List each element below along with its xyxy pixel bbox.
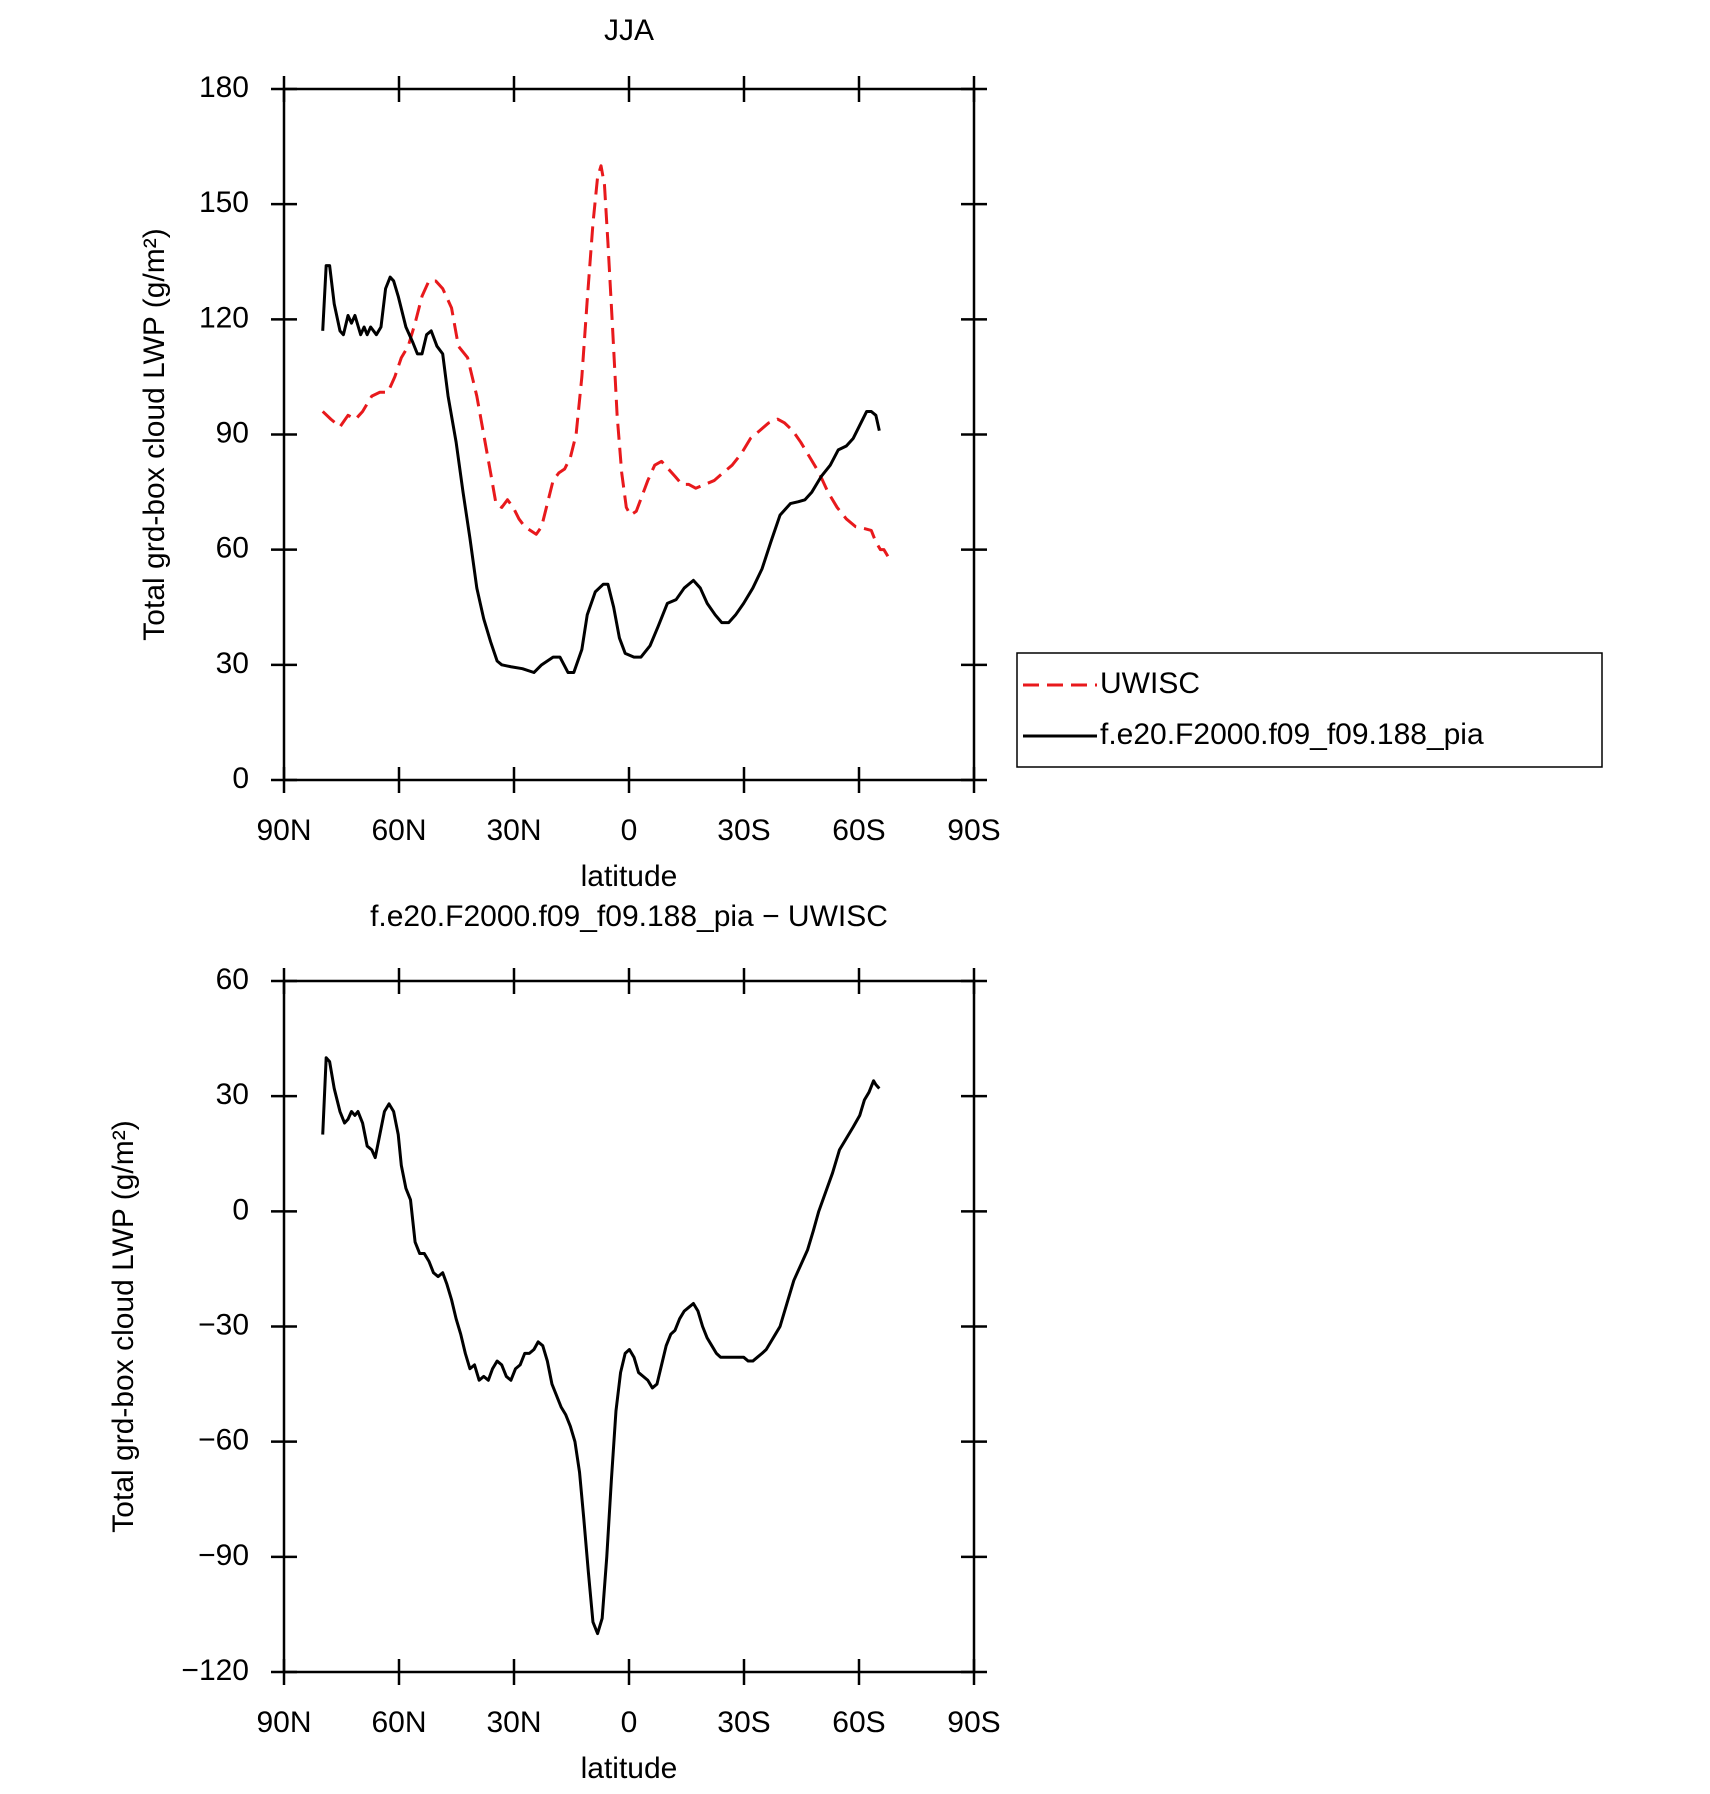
x-tick-label: 90S [947, 814, 1000, 847]
x-tick-label: 60N [371, 814, 426, 847]
chart-title: f.e20.F2000.f09_f09.188_pia − UWISC [370, 900, 888, 933]
legend-box [1016, 652, 1603, 768]
x-tick-label: 0 [621, 1706, 638, 1739]
x-tick-label: 60S [832, 1706, 885, 1739]
chart-title: JJA [604, 14, 654, 47]
x-tick-label: 0 [621, 814, 638, 847]
x-axis-label: latitude [581, 1752, 678, 1785]
y-tick-label: 120 [199, 301, 249, 334]
y-tick-label: 60 [216, 963, 249, 996]
x-axis-label: latitude [581, 860, 678, 893]
x-tick-label: 60N [371, 1706, 426, 1739]
legend-label: UWISC [1100, 667, 1200, 700]
plot-frame [282, 87, 976, 782]
y-axis-label: Total grd-box cloud LWP (g/m²) [138, 228, 171, 640]
x-tick-label: 90N [256, 1706, 311, 1739]
y-axis-label: Total grd-box cloud LWP (g/m²) [107, 1120, 140, 1532]
data-line [321, 264, 881, 675]
y-tick-label: −120 [181, 1654, 249, 1687]
y-tick-label: 180 [199, 71, 249, 104]
y-tick-label: 150 [199, 186, 249, 219]
x-tick-label: 30N [486, 1706, 541, 1739]
y-tick-label: −90 [198, 1539, 249, 1572]
x-tick-label: 60S [832, 814, 885, 847]
x-tick-label: 30S [717, 1706, 770, 1739]
x-tick-label: 30S [717, 814, 770, 847]
data-line [321, 1056, 881, 1636]
data-line [321, 164, 890, 559]
y-tick-label: 90 [216, 416, 249, 449]
y-tick-label: −30 [198, 1308, 249, 1341]
y-tick-label: 60 [216, 532, 249, 565]
x-tick-label: 30N [486, 814, 541, 847]
x-tick-label: 90S [947, 1706, 1000, 1739]
legend-label: f.e20.F2000.f09_f09.188_pia [1100, 718, 1484, 751]
y-tick-label: 30 [216, 1078, 249, 1111]
y-tick-label: −60 [198, 1424, 249, 1457]
x-tick-label: 90N [256, 814, 311, 847]
y-tick-label: 30 [216, 647, 249, 680]
y-tick-label: 0 [232, 762, 249, 795]
y-tick-label: 0 [232, 1193, 249, 1226]
